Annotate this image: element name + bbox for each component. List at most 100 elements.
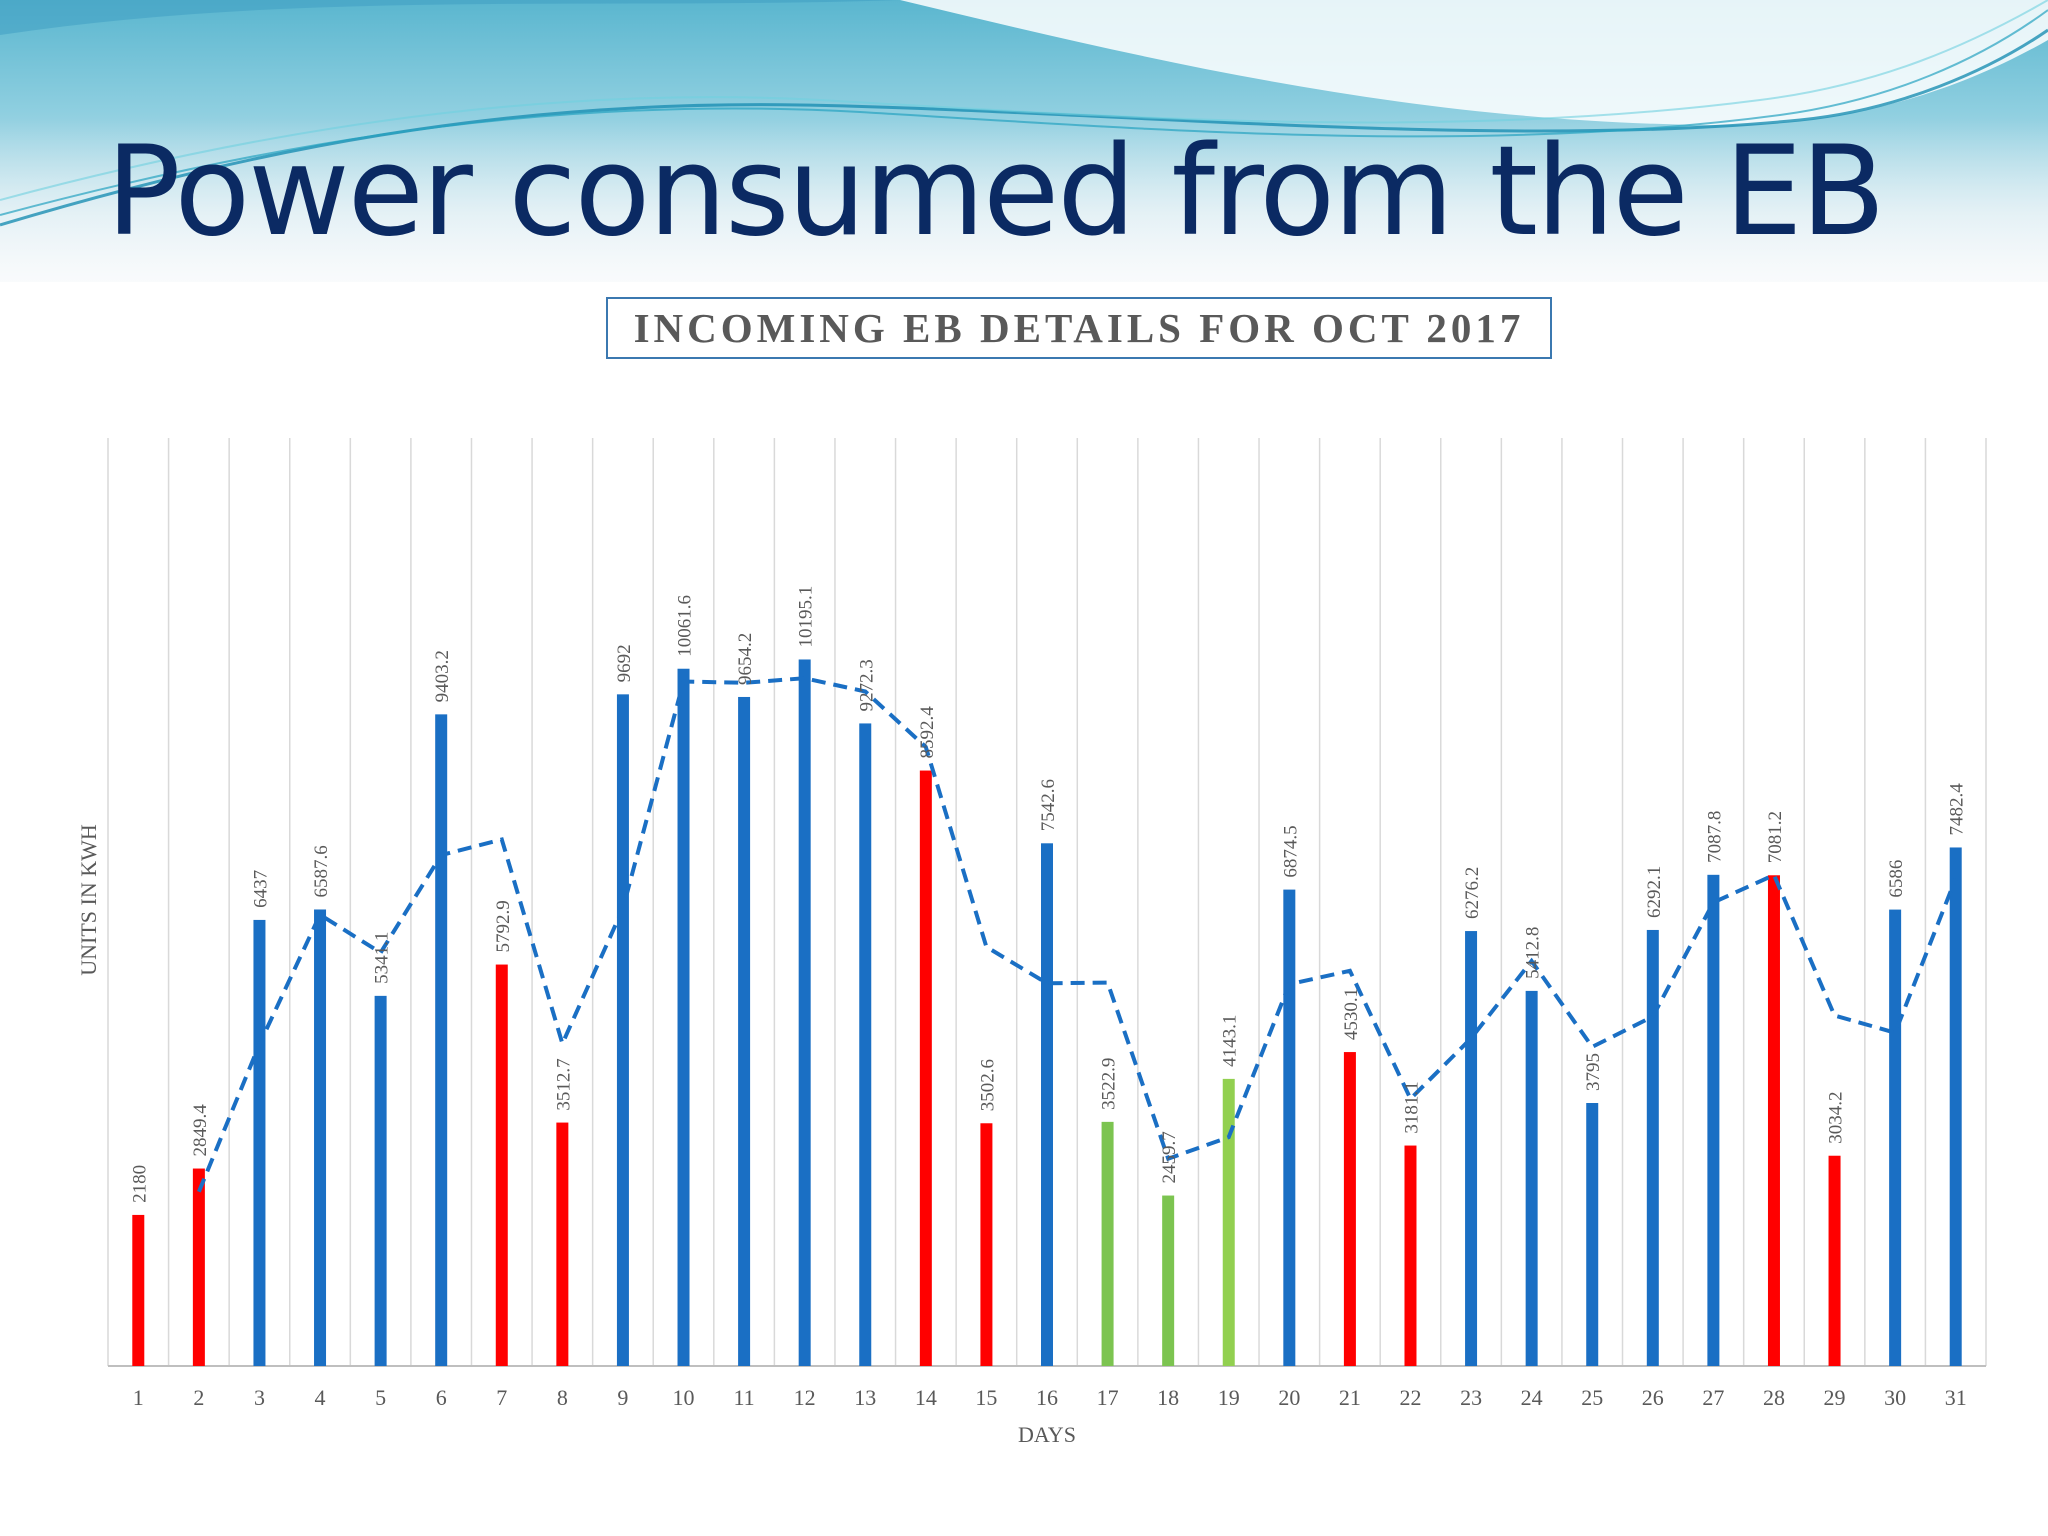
x-tick-label: 4: [315, 1385, 326, 1410]
bar: [980, 1123, 993, 1366]
data-label: 4143.1: [1220, 1015, 1241, 1067]
bar: [1343, 1052, 1356, 1366]
bars: [132, 659, 1962, 1366]
bar: [677, 668, 690, 1366]
data-label: 2180: [129, 1165, 150, 1203]
banner-wave-graphic: [0, 0, 2048, 282]
bar: [1828, 1155, 1841, 1366]
bar: [192, 1168, 205, 1366]
x-tick-label: 16: [1036, 1385, 1058, 1410]
x-tick-label: 2: [193, 1385, 204, 1410]
bar: [435, 714, 448, 1366]
data-label: 5412.8: [1523, 927, 1544, 979]
bar: [1525, 990, 1538, 1366]
bar: [616, 694, 629, 1366]
x-tick-label: 9: [617, 1385, 628, 1410]
bar: [1283, 889, 1296, 1366]
data-label: 7542.6: [1038, 779, 1059, 831]
data-label: 6437: [250, 870, 271, 908]
data-label: 5341.1: [372, 932, 393, 984]
x-tick-label: 26: [1642, 1385, 1664, 1410]
trendline: [197, 676, 1958, 1193]
slide-title: Power consumed from the EB: [106, 120, 1886, 264]
x-tick-labels: 1 2 3 4 5 6 7 8 9 10 11 12 13 14 15 16 17 18 19 20 21 22 23 24 2…: [133, 1385, 1967, 1410]
x-tick-label: 8: [557, 1385, 568, 1410]
x-tick-label: 24: [1521, 1385, 1543, 1410]
x-tick-label: 17: [1097, 1385, 1119, 1410]
bar: [1586, 1103, 1599, 1366]
x-tick-label: 27: [1702, 1385, 1724, 1410]
data-label: 3522.9: [1099, 1058, 1120, 1110]
bar: [798, 659, 811, 1366]
header-banner: Power consumed from the EB: [0, 0, 2048, 282]
bar: [1767, 875, 1780, 1366]
data-label: 5792.9: [493, 900, 514, 952]
x-tick-label: 13: [854, 1385, 876, 1410]
data-label: 6276.2: [1462, 867, 1483, 919]
data-labels: 2180 2849.4 6437 6587.6 5341.1 9403.2 5792.9 35…: [129, 586, 1967, 1203]
x-tick-label: 6: [436, 1385, 447, 1410]
bar: [556, 1122, 569, 1366]
x-tick-label: 10: [673, 1385, 695, 1410]
data-label: 6292.1: [1644, 866, 1665, 918]
data-label: 2459.7: [1159, 1131, 1180, 1183]
x-tick-label: 3: [254, 1385, 265, 1410]
data-label: 2849.4: [190, 1104, 211, 1157]
x-tick-label: 20: [1278, 1385, 1300, 1410]
bar: [919, 770, 932, 1366]
data-label: 3512.7: [553, 1058, 574, 1110]
x-tick-label: 21: [1339, 1385, 1361, 1410]
grid-lines: [107, 438, 1987, 1366]
bar: [1949, 847, 1962, 1366]
x-tick-label: 1: [133, 1385, 144, 1410]
data-label: 10195.1: [796, 586, 817, 648]
data-label: 9403.2: [432, 650, 453, 702]
x-tick-label: 22: [1399, 1385, 1421, 1410]
bar: [314, 909, 327, 1366]
data-label: 7081.2: [1765, 811, 1786, 863]
data-label: 9692: [614, 644, 635, 682]
data-label: 7087.8: [1704, 811, 1725, 863]
data-label: 9654.2: [735, 633, 756, 685]
chart-title-box: INCOMING EB DETAILS FOR OCT 2017: [606, 297, 1552, 359]
bar: [1101, 1121, 1114, 1366]
x-tick-label: 5: [375, 1385, 386, 1410]
bar: [738, 696, 751, 1366]
bar: [495, 964, 508, 1366]
data-label: 6586: [1886, 860, 1907, 898]
x-tick-label: 19: [1218, 1385, 1240, 1410]
bar: [1041, 843, 1053, 1366]
bar: [1404, 1145, 1417, 1366]
x-tick-label: 30: [1884, 1385, 1906, 1410]
data-label: 7482.4: [1947, 783, 1968, 836]
data-label: 4530.1: [1341, 988, 1362, 1040]
bar: [1889, 909, 1902, 1366]
x-tick-label: 15: [975, 1385, 997, 1410]
data-label: 3795: [1583, 1053, 1604, 1091]
bar: [1646, 929, 1659, 1366]
data-label: 9272.3: [856, 659, 877, 711]
chart-title: INCOMING EB DETAILS FOR OCT 2017: [633, 305, 1525, 351]
x-tick-label: 11: [734, 1385, 755, 1410]
y-axis-title: UNITS IN KWH: [76, 824, 101, 976]
x-tick-label: 25: [1581, 1385, 1603, 1410]
bar: [253, 919, 266, 1366]
x-tick-label: 7: [496, 1385, 507, 1410]
bar: [1222, 1078, 1235, 1366]
data-label: 8592.4: [917, 706, 938, 759]
x-tick-label: 18: [1157, 1385, 1179, 1410]
data-label: 3502.6: [977, 1059, 998, 1111]
bar: [1707, 874, 1720, 1366]
x-tick-label: 28: [1763, 1385, 1785, 1410]
x-tick-label: 23: [1460, 1385, 1482, 1410]
x-axis-title: DAYS: [1018, 1422, 1076, 1447]
bar: [1465, 931, 1478, 1366]
bar: [374, 995, 387, 1366]
bar: [859, 723, 872, 1366]
data-label: 6874.5: [1280, 825, 1301, 877]
data-label: 6587.6: [311, 845, 332, 897]
bar: [1162, 1195, 1175, 1366]
x-tick-label: 14: [915, 1385, 937, 1410]
x-tick-label: 12: [794, 1385, 816, 1410]
